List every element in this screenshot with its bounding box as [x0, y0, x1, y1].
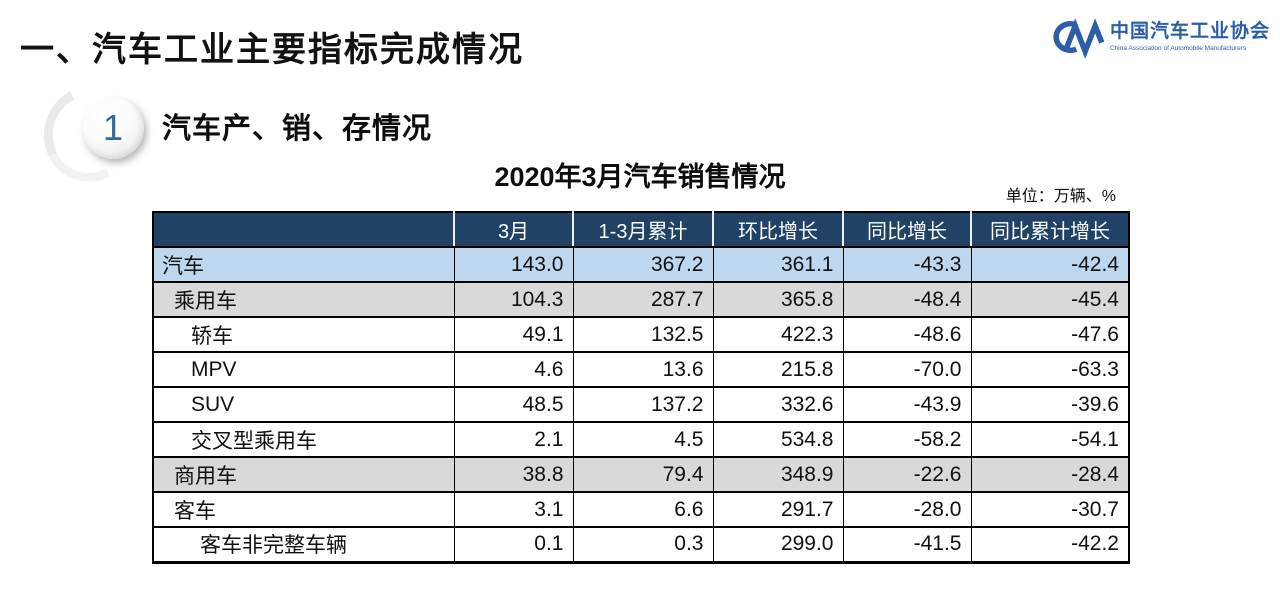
value-cell: 6.6 [572, 491, 713, 527]
value-cell: -28.4 [970, 456, 1129, 492]
table-header-row: 3月 1-3月累计 环比增长 同比增长 同比累计增长 [153, 212, 1129, 248]
table-row: 交叉型乘用车 2.1 4.5 534.8 -58.2 -54.1 [153, 421, 1129, 457]
value-cell: 143.0 [453, 246, 573, 282]
value-cell: -42.2 [970, 526, 1129, 562]
value-cell: 348.9 [712, 456, 843, 492]
value-cell: -54.1 [970, 421, 1129, 457]
value-cell: 132.5 [572, 316, 713, 352]
value-cell: -42.4 [970, 246, 1129, 282]
value-cell: -30.7 [970, 491, 1129, 527]
value-cell: -28.0 [842, 491, 971, 527]
column-header: 同比增长 [842, 212, 971, 248]
value-cell: 4.5 [572, 421, 713, 457]
caam-monogram-icon [1042, 16, 1104, 58]
value-cell: 4.6 [453, 351, 573, 387]
value-cell: -45.4 [970, 281, 1129, 317]
value-cell: 2.1 [453, 421, 573, 457]
value-cell: -48.4 [842, 281, 971, 317]
row-label: 交叉型乘用车 [153, 421, 454, 457]
row-label: 商用车 [153, 456, 454, 492]
value-cell: 0.3 [572, 526, 713, 562]
column-header: 1-3月累计 [572, 212, 713, 248]
value-cell: -48.6 [842, 316, 971, 352]
section-number: 1 [102, 107, 124, 148]
table-row: 客车非完整车辆 0.1 0.3 299.0 -41.5 -42.2 [153, 526, 1129, 562]
section-title: 汽车产、销、存情况 [162, 113, 433, 145]
row-label: MPV [153, 351, 454, 387]
value-cell: 332.6 [712, 386, 843, 422]
caam-name-en: China Association of Automobile Manufact… [1109, 44, 1247, 52]
value-cell: 365.8 [712, 281, 843, 317]
sales-table-wrap: 3月 1-3月累计 环比增长 同比增长 同比累计增长 汽车 143.0 367.2 361.1… [152, 211, 1130, 564]
value-cell: -39.6 [970, 386, 1129, 422]
table-row: 商用车 38.8 79.4 348.9 -22.6 -28.4 [153, 456, 1129, 492]
value-cell: 38.8 [453, 456, 573, 492]
value-cell: 534.8 [712, 421, 843, 457]
value-cell: -47.6 [970, 316, 1129, 352]
table-row: MPV 4.6 13.6 215.8 -70.0 -63.3 [153, 351, 1129, 387]
caam-name-cn: 中国汽车工业协会 [1109, 20, 1270, 42]
value-cell: -58.2 [842, 421, 971, 457]
value-cell: 48.5 [453, 386, 573, 422]
column-header: 3月 [453, 212, 573, 248]
value-cell: 367.2 [572, 246, 713, 282]
value-cell: -41.5 [842, 526, 971, 562]
value-cell: -43.9 [842, 386, 971, 422]
row-label: SUV [153, 386, 454, 422]
value-cell: 361.1 [712, 246, 843, 282]
column-header: 同比累计增长 [970, 212, 1129, 248]
value-cell: 0.1 [453, 526, 573, 562]
value-cell: 13.6 [572, 351, 713, 387]
value-cell: -43.3 [842, 246, 971, 282]
value-cell: 287.7 [572, 281, 713, 317]
value-cell: 422.3 [712, 316, 843, 352]
row-label: 乘用车 [153, 281, 454, 317]
value-cell: 3.1 [453, 491, 573, 527]
table-row: 乘用车 104.3 287.7 365.8 -48.4 -45.4 [153, 281, 1129, 317]
value-cell: -63.3 [970, 351, 1129, 387]
unit-label: 单位：万辆、% [1005, 188, 1116, 205]
table-body: 汽车 143.0 367.2 361.1 -43.3 -42.4 乘用车 104.3 287.7… [153, 246, 1129, 562]
value-cell: -70.0 [842, 351, 971, 387]
section-number-badge: 1 [82, 97, 144, 159]
table-row: SUV 48.5 137.2 332.6 -43.9 -39.6 [153, 386, 1129, 422]
sales-table: 3月 1-3月累计 环比增长 同比增长 同比累计增长 汽车 143.0 367.2 361.1… [152, 211, 1130, 564]
column-header [153, 212, 454, 248]
value-cell: -22.6 [842, 456, 971, 492]
row-label: 客车非完整车辆 [153, 526, 454, 562]
table-row: 轿车 49.1 132.5 422.3 -48.6 -47.6 [153, 316, 1129, 352]
row-label: 轿车 [153, 316, 454, 352]
value-cell: 49.1 [453, 316, 573, 352]
page-title: 一、汽车工业主要指标完成情况 [20, 31, 524, 69]
row-label: 客车 [153, 491, 454, 527]
table-row: 汽车 143.0 367.2 361.1 -43.3 -42.4 [153, 246, 1129, 282]
value-cell: 215.8 [712, 351, 843, 387]
value-cell: 137.2 [572, 386, 713, 422]
table-row: 客车 3.1 6.6 291.7 -28.0 -30.7 [153, 491, 1129, 527]
caam-logo: 中国汽车工业协会 China Association of Automobile… [1042, 16, 1270, 58]
column-header: 环比增长 [712, 212, 843, 248]
row-label: 汽车 [153, 246, 454, 282]
value-cell: 79.4 [572, 456, 713, 492]
value-cell: 104.3 [453, 281, 573, 317]
value-cell: 299.0 [712, 526, 843, 562]
value-cell: 291.7 [712, 491, 843, 527]
table-title: 2020年3月汽车销售情况 [494, 162, 786, 192]
caam-logo-text: 中国汽车工业协会 China Association of Automobile… [1109, 20, 1270, 52]
